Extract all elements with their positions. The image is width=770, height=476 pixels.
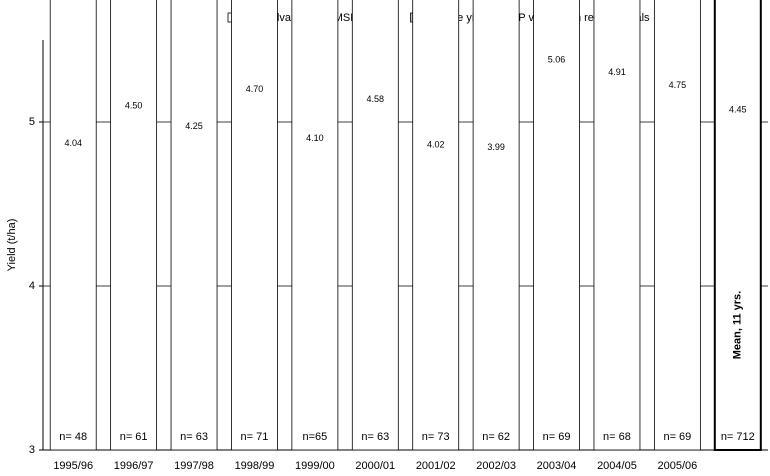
n-label: n= 63 xyxy=(180,431,208,443)
n-label: n= 48 xyxy=(59,431,87,443)
n-label: n= 69 xyxy=(543,431,571,443)
value-label: 4.91 xyxy=(608,67,626,77)
y-tick-label: 4 xyxy=(29,280,35,292)
value-label: 4.10 xyxy=(306,133,324,143)
x-tick-label: 2000/01 xyxy=(355,460,395,472)
x-tick-label: 2004/05 xyxy=(597,460,637,472)
bar-segment xyxy=(593,0,641,451)
bar-segment xyxy=(412,0,460,451)
value-label: 4.02 xyxy=(427,140,445,150)
value-label: 4.75 xyxy=(669,80,687,90)
x-tick-label: 2003/04 xyxy=(537,460,577,472)
n-label: n= 71 xyxy=(241,431,269,443)
y-tick-label: 5 xyxy=(29,116,35,128)
x-tick-label: 2005/06 xyxy=(657,460,697,472)
y-axis-label: Yield (t/ha) xyxy=(6,219,18,272)
bar-segment xyxy=(231,0,278,451)
n-label: n= 712 xyxy=(721,431,755,443)
x-tick-label: 1998/99 xyxy=(235,460,275,472)
n-label: n=65 xyxy=(302,431,327,443)
x-tick-label: 1997/98 xyxy=(174,460,214,472)
x-tick-label: 2001/02 xyxy=(416,460,456,472)
bar-segment xyxy=(49,0,97,451)
annotation: Mean, 11 yrs. xyxy=(732,291,744,360)
bar-segment xyxy=(291,0,339,451)
y-tick-label: 3 xyxy=(29,444,35,456)
bar-segment xyxy=(472,0,520,451)
x-tick-label: 1999/00 xyxy=(295,460,335,472)
value-label: 4.45 xyxy=(729,104,747,114)
bar-segment xyxy=(653,0,701,451)
value-label: 5.06 xyxy=(548,54,566,64)
bar-segment xyxy=(713,0,762,451)
value-label: 4.50 xyxy=(125,100,143,110)
x-tick-label: 2002/03 xyxy=(476,460,516,472)
bar-segment xyxy=(170,0,218,451)
value-label: 4.58 xyxy=(367,94,385,104)
n-label: n= 73 xyxy=(422,431,450,443)
n-label: n= 68 xyxy=(603,431,631,443)
n-label: n= 63 xyxy=(361,431,389,443)
n-label: n= 69 xyxy=(663,431,691,443)
bar-segment xyxy=(110,0,158,451)
x-tick-label: 1996/97 xyxy=(114,460,154,472)
x-tick-label: 1995/96 xyxy=(53,460,93,472)
n-label: n= 61 xyxy=(120,431,148,443)
bar-segment xyxy=(533,0,580,451)
value-label: 4.04 xyxy=(64,138,82,148)
value-label: 4.25 xyxy=(185,121,203,131)
value-label: 3.99 xyxy=(487,142,505,152)
value-label: 4.70 xyxy=(246,84,264,94)
n-label: n= 62 xyxy=(482,431,510,443)
bar-segment xyxy=(351,0,399,451)
